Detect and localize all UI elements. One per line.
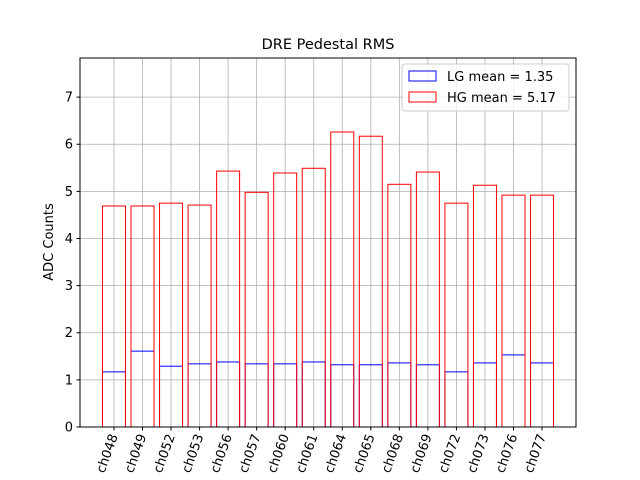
x-tick-label-ch077: ch077 [522, 432, 550, 475]
x-tick-label-ch057: ch057 [237, 432, 265, 475]
y-tick-label: 4 [65, 232, 73, 247]
x-tick-label-ch069: ch069 [408, 432, 436, 475]
legend-swatch-lg [408, 70, 437, 82]
x-tick-label-ch056: ch056 [208, 432, 236, 475]
x-tick-label-ch064: ch064 [322, 432, 350, 475]
y-axis-label: ADC Counts [42, 203, 57, 281]
y-tick-label: 3 [65, 279, 73, 294]
y-tick-label: 5 [65, 185, 73, 200]
y-tick-label: 1 [65, 373, 73, 388]
legend-swatch-hg [408, 91, 437, 103]
x-tick-label-ch049: ch049 [122, 432, 150, 475]
legend-label-hg: HG mean = 5.17 [447, 91, 556, 106]
x-tick-label-ch073: ch073 [465, 432, 493, 475]
y-tick-label: 2 [65, 326, 73, 341]
legend-label-lg: LG mean = 1.35 [447, 70, 553, 85]
x-tick-label-ch076: ch076 [493, 432, 521, 475]
legend: LG mean = 1.35 HG mean = 5.17 [401, 63, 570, 112]
x-tick-label-ch048: ch048 [94, 432, 122, 475]
x-tick-label-ch061: ch061 [294, 432, 322, 475]
x-tick-label-ch068: ch068 [379, 432, 407, 475]
y-tick-label: 0 [65, 421, 73, 436]
x-tick-label-ch052: ch052 [151, 432, 179, 475]
x-tick-label-ch060: ch060 [265, 432, 293, 475]
x-tick-label-ch053: ch053 [179, 432, 207, 475]
y-tick-label: 7 [65, 91, 73, 106]
x-tick-label-ch065: ch065 [351, 432, 379, 475]
x-tick-label-ch072: ch072 [436, 432, 464, 475]
chart-title: DRE Pedestal RMS [262, 37, 395, 53]
y-tick-label: 6 [65, 138, 73, 153]
plot-frame [79, 57, 577, 428]
